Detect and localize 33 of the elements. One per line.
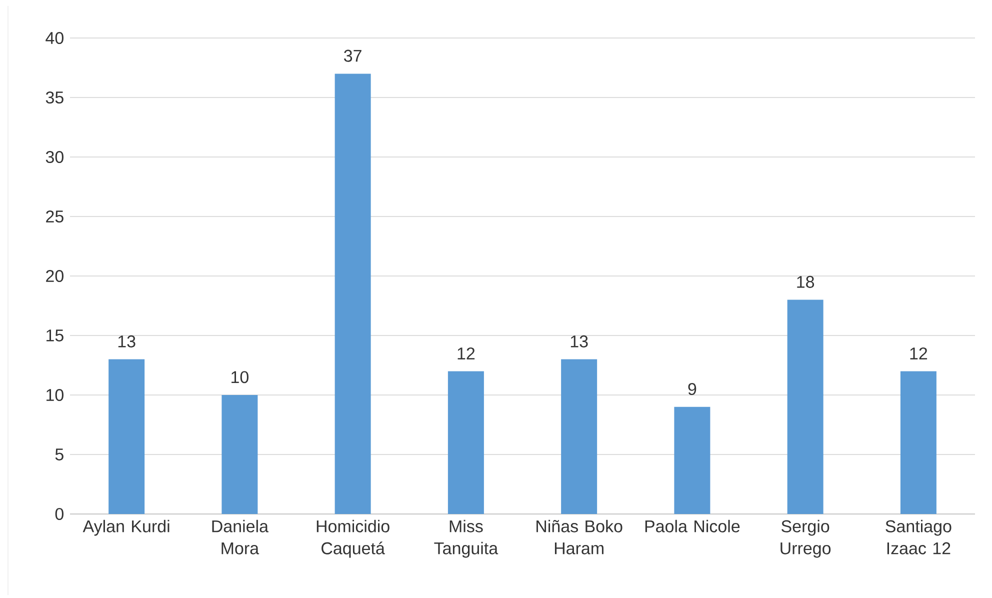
bar bbox=[787, 300, 824, 514]
data-label: 12 bbox=[910, 347, 928, 360]
data-label: 13 bbox=[118, 335, 136, 348]
x-tick-label: Santiago Izaac 12 bbox=[886, 520, 952, 554]
data-label: 10 bbox=[232, 371, 248, 384]
x-tick-label: Paola Nicole bbox=[645, 520, 740, 532]
x-tick-label: Niñas Boko Haram bbox=[536, 520, 622, 554]
y-tick-label: 10 bbox=[46, 388, 64, 402]
x-tick-label: Daniela Mora bbox=[212, 520, 269, 554]
y-tick-label: 5 bbox=[55, 448, 64, 460]
data-label: 13 bbox=[570, 335, 588, 348]
data-label: 12 bbox=[458, 347, 475, 360]
y-tick-label: 15 bbox=[46, 330, 64, 342]
bar bbox=[674, 406, 710, 514]
y-tick-label: 25 bbox=[46, 210, 64, 223]
bar bbox=[900, 371, 936, 514]
data-label: 37 bbox=[344, 50, 362, 62]
x-tick-label: Miss Tanguita bbox=[434, 520, 498, 558]
y-tick-label: 20 bbox=[46, 270, 64, 282]
bar bbox=[334, 74, 371, 514]
x-tick-label: Aylan Kurdi bbox=[82, 520, 170, 536]
data-label: 18 bbox=[797, 276, 814, 288]
y-tick-label: 30 bbox=[46, 150, 64, 164]
data-label: 9 bbox=[688, 382, 696, 396]
x-tick-label: Sergio Urrego bbox=[780, 520, 831, 558]
y-tick-label: 35 bbox=[46, 91, 64, 104]
x-tick-label: Homicidio Caquetá bbox=[316, 520, 390, 558]
bar bbox=[448, 371, 484, 514]
bar bbox=[561, 359, 598, 514]
y-tick-label: 0 bbox=[55, 508, 64, 520]
bar bbox=[108, 359, 145, 514]
bar bbox=[222, 395, 258, 514]
y-tick-label: 40 bbox=[46, 32, 64, 44]
